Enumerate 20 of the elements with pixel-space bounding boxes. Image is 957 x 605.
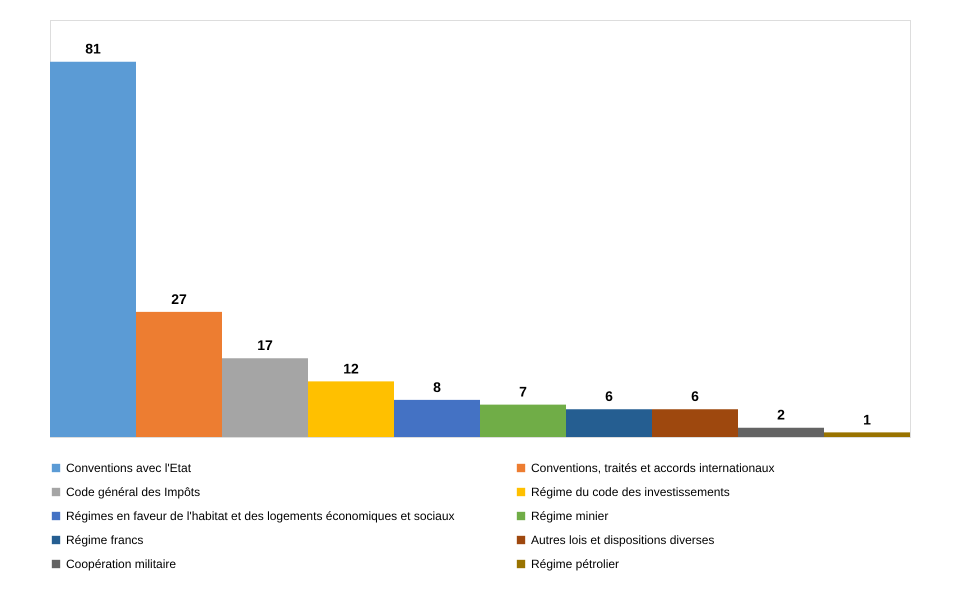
data-label: 27	[171, 290, 187, 307]
data-label: 2	[777, 406, 786, 423]
legend-label: Coopération militaire	[66, 557, 176, 571]
legend-label: Autres lois et dispositions diverses	[531, 533, 714, 547]
data-label: 81	[85, 40, 101, 57]
data-label: 8	[433, 378, 442, 395]
legend-label: Régimes en faveur de l'habitat et des logements économiques et sociaux	[66, 509, 455, 523]
legend-label: Régime minier	[531, 509, 608, 523]
legend-label: Régime du code des investissements	[531, 485, 730, 499]
data-label: 6	[605, 388, 614, 404]
data-label: 7	[519, 384, 528, 400]
data-label: 17	[257, 337, 273, 354]
data-label: 6	[691, 388, 700, 404]
data-label: 1	[863, 411, 872, 428]
legend-label: Régime francs	[66, 533, 144, 547]
legend-label: Régime pétrolier	[531, 557, 620, 571]
data-label: 12	[343, 360, 359, 376]
legend-label: Conventions, traités et accords internationaux	[531, 461, 774, 475]
legend-label: Code général des Impôts	[66, 485, 200, 499]
legend-label: Conventions avec l'Etat	[66, 461, 192, 475]
